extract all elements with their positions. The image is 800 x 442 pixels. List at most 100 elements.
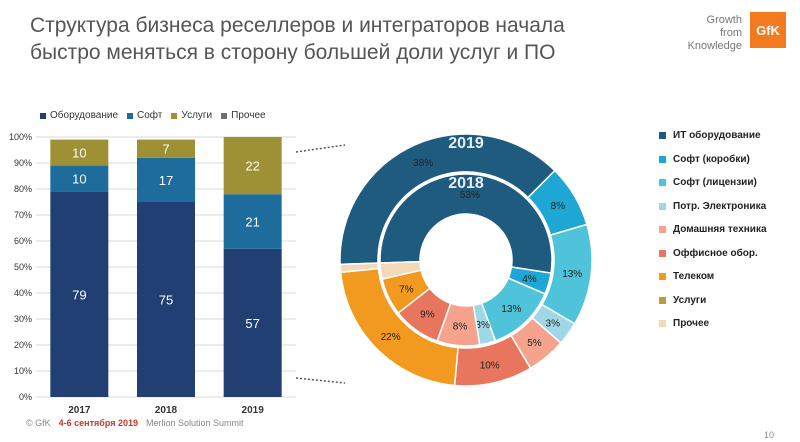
donut-data-label: 13% [501, 304, 521, 315]
legend-swatch [659, 155, 666, 163]
footer-event: Merlion Solution Summit [145, 418, 244, 428]
bar-segment [137, 202, 195, 397]
bar-segment [223, 194, 282, 249]
legend-label: Оффисное обор. [673, 247, 758, 259]
brand: Growth from Knowledge GfK [688, 12, 786, 53]
donut-legend-item: Услуги [659, 289, 767, 313]
bar-legend-item: Услуги [171, 110, 212, 121]
bar-data-label: 10 [72, 146, 86, 161]
legend-label: Домашняя техника [673, 224, 767, 236]
donut-legend-item: Прочее [659, 312, 767, 336]
bar-segment [50, 165, 109, 192]
donut-ring-label: 2018 [448, 175, 484, 192]
y-tick-label: 100% [9, 132, 32, 142]
legend-label: Услуги [181, 110, 213, 121]
legend-swatch [659, 179, 666, 187]
legend-label: Софт (коробки) [673, 153, 750, 165]
legend-swatch [40, 112, 46, 119]
legend-swatch [659, 249, 666, 257]
footer-copyright: © GfK [26, 418, 51, 428]
legend-swatch [659, 132, 666, 140]
donut-data-label: 8% [453, 322, 468, 333]
x-tick-label: 2018 [155, 405, 178, 416]
donut-data-label: 38% [413, 158, 433, 169]
brand-line1: Growth [706, 14, 742, 26]
legend-swatch [171, 112, 178, 119]
donut-ring-label: 2019 [448, 135, 484, 152]
brand-tagline: Growth from Knowledge [688, 14, 742, 53]
donut-data-label: 3% [546, 319, 561, 330]
bar-data-label: 10 [72, 172, 86, 187]
y-tick-label: 0% [19, 392, 32, 402]
footer: © GfK 4-6 сентября 2019 Merlion Solution… [26, 418, 244, 428]
gfk-logo: GfK [750, 12, 786, 48]
donut-legend-item: Софт (лицензии) [659, 171, 767, 195]
legend-label: Софт (лицензии) [673, 177, 757, 189]
y-tick-label: 40% [14, 288, 32, 298]
connector-line [295, 144, 346, 153]
legend-swatch [127, 112, 134, 119]
donut-data-label: 7% [399, 284, 414, 295]
bar-data-label: 79 [72, 287, 86, 302]
bar-legend: Оборудование Софт Услуги Прочее [40, 110, 275, 121]
bar-segment [223, 248, 282, 397]
legend-swatch [659, 320, 666, 328]
donut-slice [379, 173, 553, 275]
legend-label: Софт [137, 110, 163, 121]
legend-label: ИТ оборудование [673, 130, 761, 142]
donut-slice [339, 262, 380, 274]
bar-legend-item: Оборудование [40, 110, 118, 121]
donut-legend-item: Софт (коробки) [659, 148, 767, 172]
y-tick-label: 70% [14, 210, 32, 220]
footer-date: 4-6 сентября 2019 [58, 418, 138, 428]
bar-segment [137, 157, 195, 202]
y-tick-label: 90% [14, 158, 32, 168]
legend-label: Прочее [673, 318, 710, 330]
brand-line2: from [720, 27, 742, 39]
bar-data-label: 21 [245, 215, 259, 230]
donut-data-label: 22% [381, 332, 401, 343]
bar-data-label: 22 [245, 159, 259, 174]
donut-data-label: 13% [562, 269, 582, 280]
bar-segment [137, 139, 195, 158]
donut-legend-item: ИТ оборудование [659, 124, 767, 148]
donut-legend-item: Оффисное обор. [659, 242, 767, 266]
donut-data-label: 8% [551, 201, 566, 212]
y-tick-label: 10% [14, 366, 32, 376]
donut-slice [339, 133, 556, 266]
x-tick-label: 2017 [68, 405, 91, 416]
brand-line3: Knowledge [687, 40, 742, 52]
donut-data-label: 3% [475, 320, 490, 331]
donut-legend: ИТ оборудование Софт (коробки) Софт (лиц… [659, 124, 767, 336]
bar-data-label: 75 [159, 293, 173, 308]
bar-data-label: 57 [245, 316, 259, 331]
legend-swatch [659, 273, 666, 281]
y-tick-label: 30% [14, 314, 32, 324]
bar-data-label: 17 [159, 173, 173, 188]
donut-legend-item: Домашняя техника [659, 218, 767, 242]
donut-data-label: 4% [522, 274, 537, 285]
y-tick-label: 60% [14, 236, 32, 246]
donut-data-label: 53% [460, 190, 480, 201]
bar-legend-item: Прочее [221, 110, 266, 121]
bar-legend-item: Софт [127, 110, 162, 121]
donut-data-label: 9% [420, 310, 435, 321]
y-tick-label: 80% [14, 184, 32, 194]
legend-swatch [221, 112, 228, 119]
legend-swatch [659, 202, 666, 210]
x-tick-label: 2019 [242, 405, 265, 416]
legend-swatch [659, 226, 666, 234]
bar-segment [50, 139, 109, 166]
connector-line [295, 377, 346, 384]
donut-legend-item: Потр. Электроника [659, 195, 767, 219]
donut-data-label: 5% [527, 338, 542, 349]
legend-label: Услуги [673, 294, 707, 306]
donut-legend-item: Телеком [659, 265, 767, 289]
legend-label: Телеком [673, 271, 715, 283]
y-tick-label: 50% [14, 262, 32, 272]
legend-label: Прочее [231, 110, 266, 121]
y-tick-label: 20% [14, 340, 32, 350]
bar-segment [223, 137, 282, 195]
page-number: 10 [763, 430, 774, 440]
